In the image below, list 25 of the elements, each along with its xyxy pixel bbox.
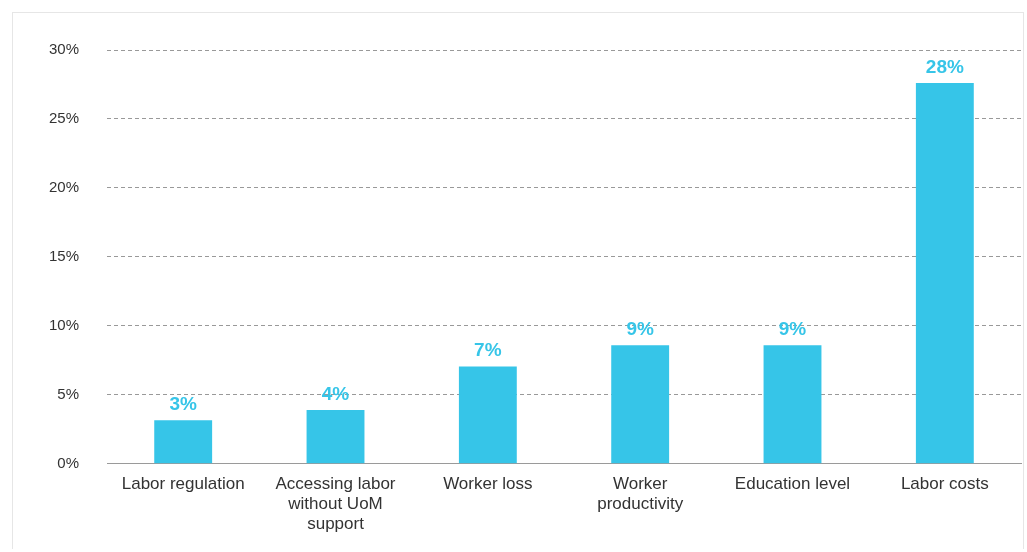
y-tick-label: 10% [48,316,80,334]
data-label: 4% [321,382,350,404]
data-label: 28% [925,55,964,77]
data-label: 9% [626,317,655,339]
bar [306,410,365,464]
x-tick-label: Education level [734,473,851,493]
bar [154,420,213,464]
x-tick-label: Worker productivity [597,473,684,514]
data-label: 7% [474,339,502,361]
y-tick-label: 15% [48,247,80,265]
y-tick-label: 20% [48,178,80,196]
x-tick-label: Labor regulation [121,473,245,493]
y-tick-label: 30% [48,40,80,58]
bar [763,345,822,464]
x-tick-label: Accessing labor without UoM support [275,473,396,534]
x-tick-label: Worker loss [443,473,533,493]
x-tick-label: Labor costs [900,473,989,493]
bar [611,345,670,464]
data-label: 9% [778,317,807,339]
bar [915,83,974,464]
bar [458,366,517,464]
data-label: 3% [169,393,198,415]
y-tick-label: 25% [48,109,80,127]
y-tick-label: 0% [57,453,80,471]
y-tick-label: 5% [57,384,80,402]
